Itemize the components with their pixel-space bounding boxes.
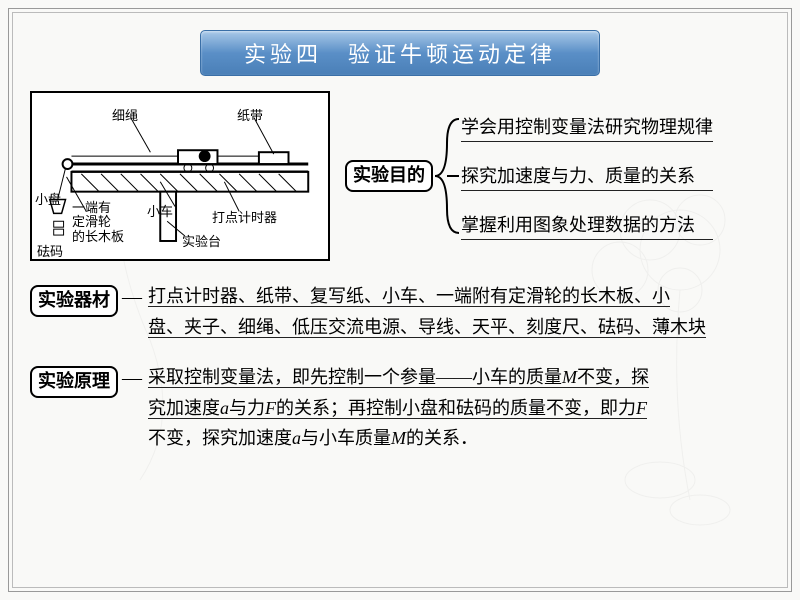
- purpose-label: 实验目的: [345, 160, 433, 192]
- label-weight: 砝码: [37, 241, 63, 260]
- label-string: 细绳: [112, 105, 138, 124]
- label-pan: 小盘: [35, 189, 61, 208]
- apparatus-diagram: 细绳 纸带 小车 打点计时器 实验台 小盘 砝码 一端有定滑轮的长木板: [30, 91, 330, 261]
- purpose-item: 探究加速度与力、质量的关系: [461, 162, 713, 191]
- label-table: 实验台: [182, 231, 221, 250]
- equipment-row: 实验器材 — 打点计时器、纸带、复写纸、小车、一端附有定滑轮的长木板、小 盘、夹…: [30, 281, 770, 342]
- label-timer: 打点计时器: [212, 207, 277, 226]
- label-pulley-board: 一端有定滑轮的长木板: [72, 201, 124, 244]
- top-row: 细绳 纸带 小车 打点计时器 实验台 小盘 砝码 一端有定滑轮的长木板 实验目的…: [30, 91, 770, 261]
- label-tape: 纸带: [237, 105, 263, 124]
- title-banner: 实验四 验证牛顿运动定律: [200, 30, 600, 76]
- principle-text: 采取控制变量法，即先控制一个参量——小车的质量M不变，探 究加速度a与力F的关系…: [148, 362, 770, 454]
- principle-label: 实验原理: [30, 366, 118, 398]
- purpose-block: 实验目的 学会用控制变量法研究物理规律 探究加速度与力、质量的关系 掌握利用图象…: [345, 91, 770, 261]
- purpose-item: 学会用控制变量法研究物理规律: [461, 113, 713, 142]
- content-area: 实验四 验证牛顿运动定律: [0, 0, 800, 600]
- dash-icon: —: [122, 362, 142, 394]
- label-cart: 小车: [147, 201, 173, 220]
- equipment-text: 打点计时器、纸带、复写纸、小车、一端附有定滑轮的长木板、小 盘、夹子、细绳、低压…: [148, 281, 770, 342]
- principle-row: 实验原理 — 采取控制变量法，即先控制一个参量——小车的质量M不变，探 究加速度…: [30, 362, 770, 454]
- brace-icon: [433, 111, 461, 241]
- dash-icon: —: [122, 281, 142, 313]
- equipment-label: 实验器材: [30, 285, 118, 317]
- purpose-item: 掌握利用图象处理数据的方法: [461, 211, 713, 240]
- purpose-lines: 学会用控制变量法研究物理规律 探究加速度与力、质量的关系 掌握利用图象处理数据的…: [461, 113, 713, 240]
